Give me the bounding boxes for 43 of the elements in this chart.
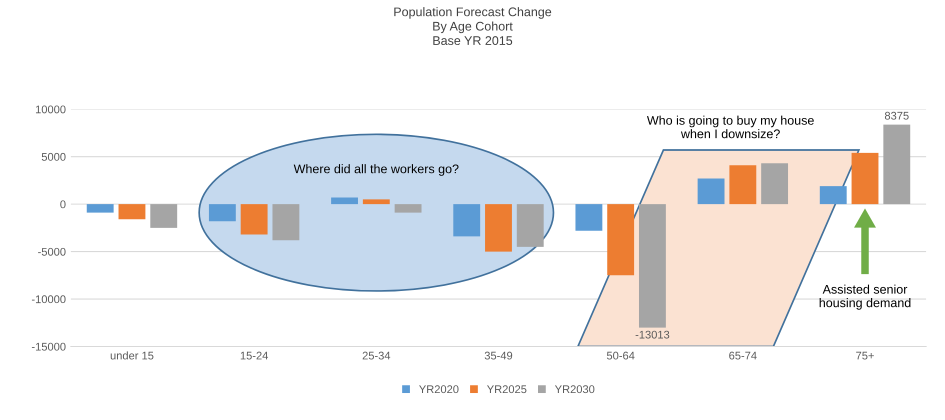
x-tick-label: 15-24 bbox=[240, 352, 268, 360]
x-tick-label: 25-34 bbox=[362, 352, 390, 360]
bar bbox=[883, 124, 910, 204]
bar bbox=[575, 204, 602, 231]
bar bbox=[453, 204, 480, 236]
y-tick-label: 0 bbox=[60, 200, 66, 208]
y-tick-label: -10000 bbox=[32, 295, 66, 304]
x-tick-label: 75+ bbox=[856, 352, 874, 360]
y-tick-label: -15000 bbox=[32, 342, 66, 351]
annotation: Where did all the workers go? bbox=[294, 164, 459, 176]
data-label: 8375 bbox=[884, 112, 909, 120]
data-label: -13013 bbox=[636, 330, 670, 339]
bar bbox=[118, 204, 146, 220]
bar bbox=[394, 204, 422, 213]
bar bbox=[516, 204, 544, 247]
y-tick-label: -5000 bbox=[38, 248, 66, 256]
bar bbox=[208, 204, 236, 222]
bar bbox=[607, 204, 634, 276]
bar bbox=[761, 163, 788, 204]
bar bbox=[362, 199, 390, 204]
bar bbox=[698, 178, 725, 204]
x-tick-label: 35-49 bbox=[484, 352, 512, 360]
bar bbox=[86, 204, 114, 213]
annotation: Who is going to buy my house when I downsize? bbox=[646, 116, 814, 138]
annotation: Assisted senior housing demand bbox=[820, 284, 910, 310]
x-tick-label: under 15 bbox=[110, 351, 154, 360]
bar bbox=[150, 204, 178, 228]
bar bbox=[240, 204, 268, 234]
bar bbox=[272, 204, 300, 240]
bar bbox=[852, 152, 878, 204]
x-tick-label: 50-64 bbox=[606, 352, 635, 360]
legend-label: YR2020 bbox=[419, 385, 459, 394]
bar bbox=[820, 186, 847, 204]
bar bbox=[729, 165, 756, 204]
bar bbox=[485, 204, 512, 252]
y-tick-label: 5000 bbox=[42, 152, 66, 161]
x-tick-label: 65-74 bbox=[729, 352, 757, 360]
chart-title: Population Forecast Change By Age Cohort Base YR 2015 bbox=[394, 7, 552, 46]
legend-label: YR2030 bbox=[554, 385, 594, 394]
bar bbox=[331, 197, 358, 204]
bar bbox=[638, 204, 666, 328]
legend-label: YR2025 bbox=[486, 385, 526, 394]
y-tick-label: 10000 bbox=[36, 105, 66, 114]
